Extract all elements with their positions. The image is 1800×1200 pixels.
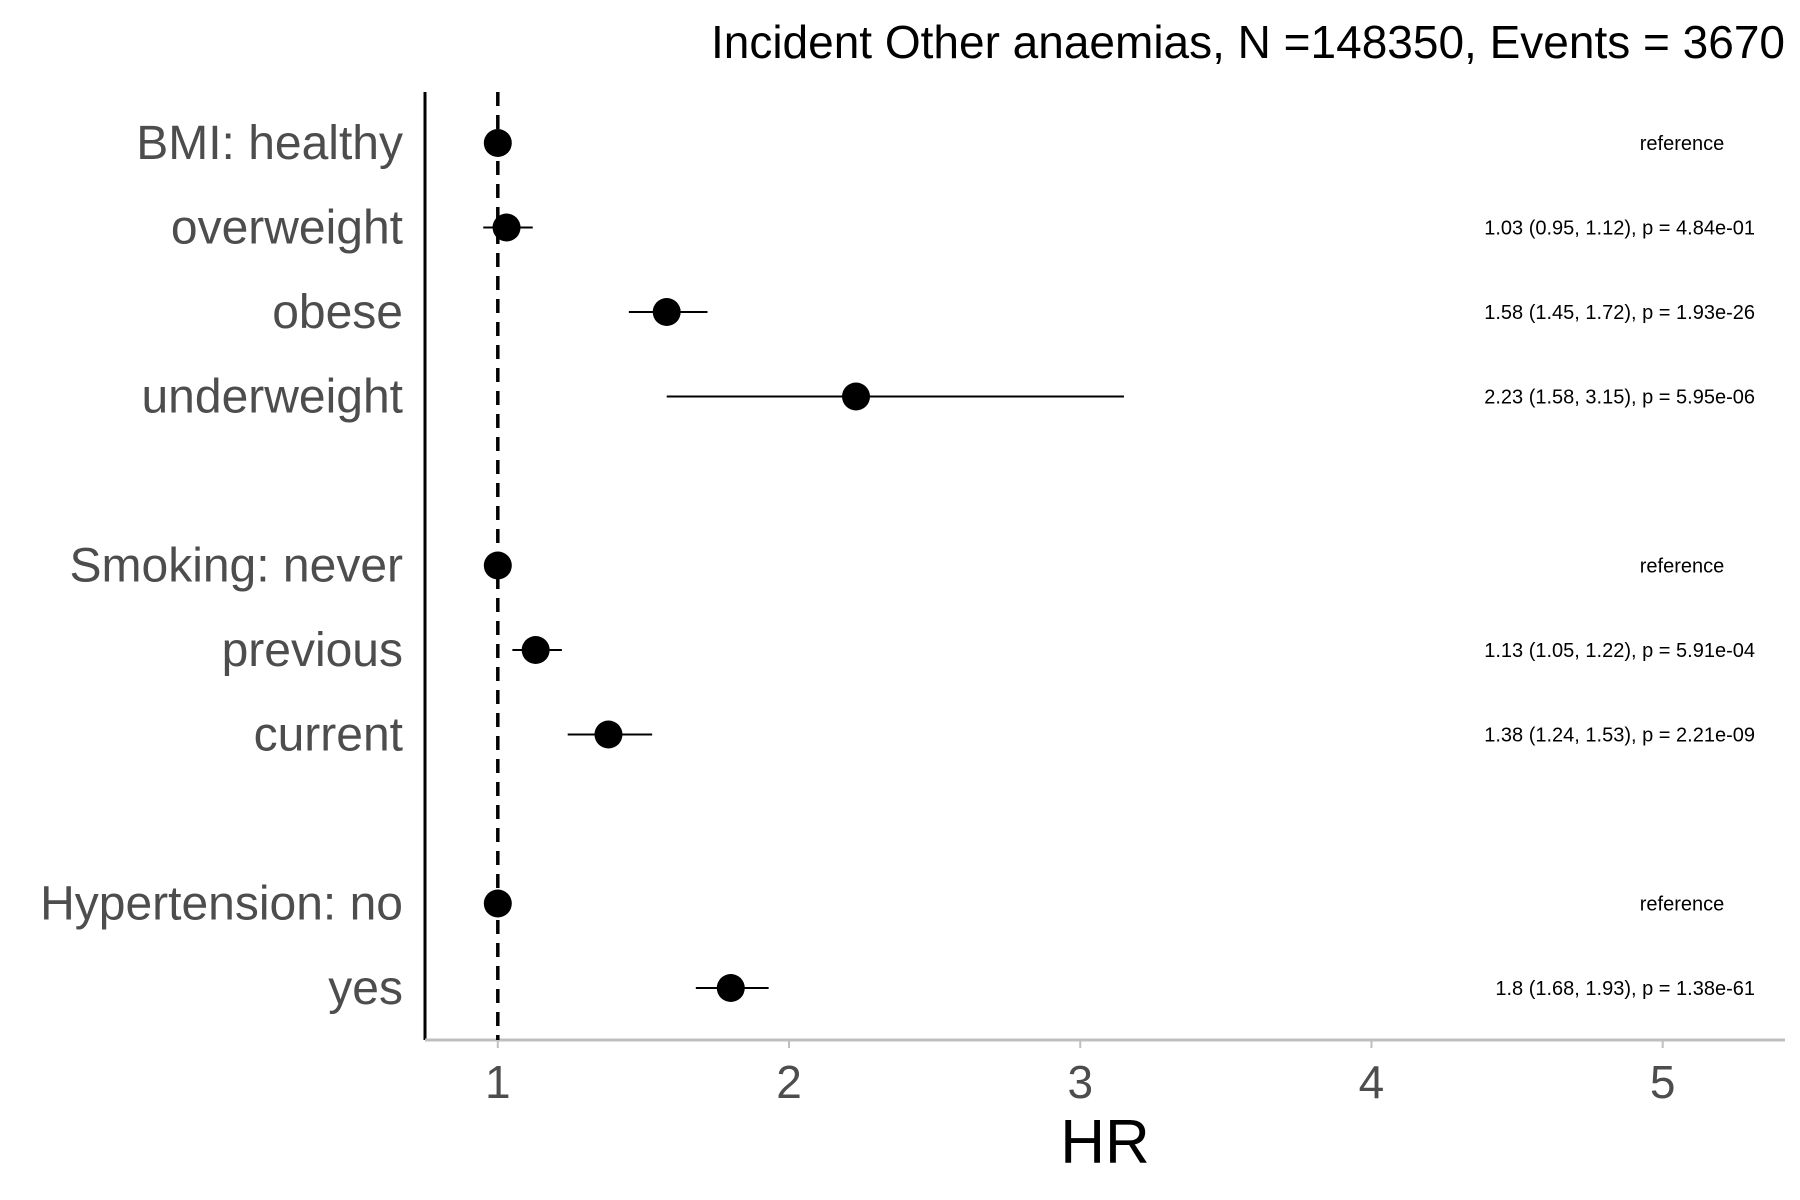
hr-annotation: 1.03 (0.95, 1.12), p = 4.84e-01: [1484, 218, 1755, 240]
row-label: Smoking: never: [70, 540, 404, 593]
hr-point: [521, 636, 550, 664]
hr-point: [652, 298, 681, 326]
hr-annotation: 1.58 (1.45, 1.72), p = 1.93e-26: [1484, 302, 1755, 324]
hr-annotation: reference: [1640, 133, 1725, 155]
row-label: Hypertension: no: [40, 878, 403, 931]
plot-area: 1 2 3 4 5 BMI: healthy reference overweight 1.03…: [40, 92, 1785, 1108]
hr-annotation: 2.23 (1.58, 3.15), p = 5.95e-06: [1484, 387, 1755, 409]
row-label: BMI: healthy: [136, 117, 403, 170]
row-label: overweight: [171, 202, 403, 255]
hr-annotation: 1.13 (1.05, 1.22), p = 5.91e-04: [1484, 640, 1755, 662]
hr-point: [483, 551, 512, 580]
hr-point: [483, 889, 512, 918]
chart-title: Incident Other anaemias, N =148350, Even…: [711, 16, 1785, 68]
hr-annotation: reference: [1640, 894, 1725, 916]
row-label: underweight: [141, 371, 403, 424]
row-label: current: [254, 709, 403, 762]
row-label: previous: [222, 624, 403, 677]
hr-annotation: 1.38 (1.24, 1.53), p = 2.21e-09: [1484, 725, 1755, 747]
row-label: obese: [272, 286, 403, 339]
x-tick-label: 3: [1067, 1056, 1093, 1108]
row-label: yes: [328, 962, 403, 1015]
hr-annotation: reference: [1640, 556, 1725, 578]
hr-annotation: 1.8 (1.68, 1.93), p = 1.38e-61: [1495, 978, 1755, 1000]
hr-point: [594, 720, 623, 749]
hr-point: [842, 382, 871, 411]
x-tick-label: 1: [485, 1056, 511, 1108]
hr-point: [492, 213, 521, 242]
hr-point: [483, 129, 512, 157]
x-axis-title: HR: [1060, 1108, 1150, 1177]
x-tick-label: 4: [1359, 1056, 1385, 1108]
hr-point: [716, 974, 745, 1002]
x-tick-label: 2: [776, 1056, 802, 1108]
x-tick-label: 5: [1650, 1056, 1676, 1108]
